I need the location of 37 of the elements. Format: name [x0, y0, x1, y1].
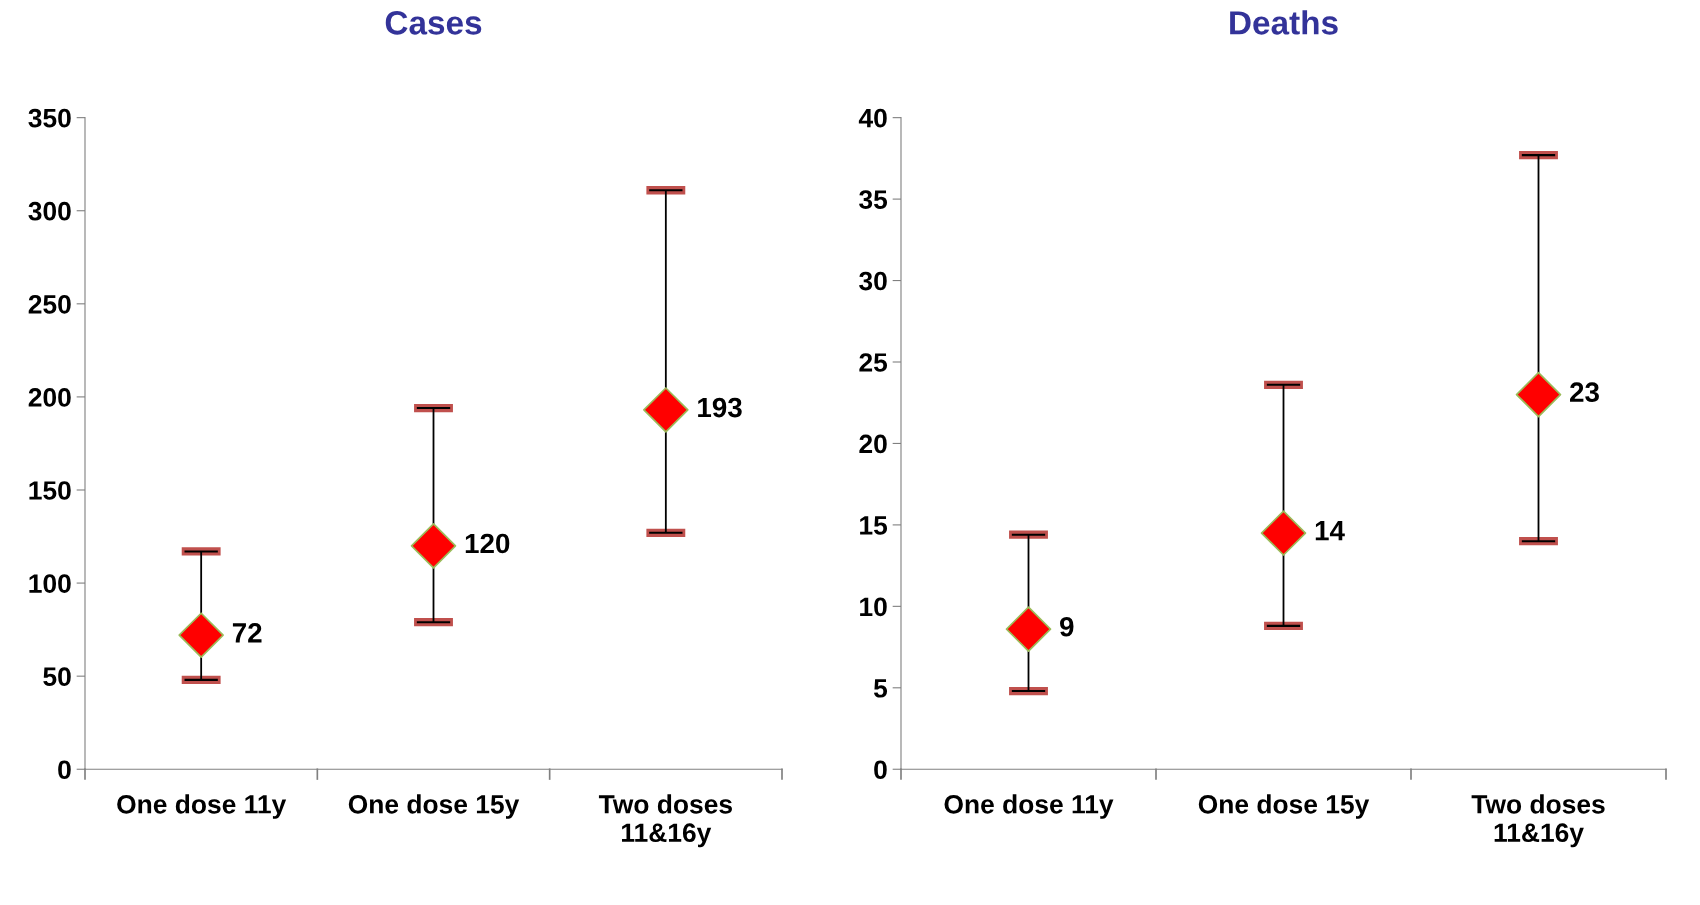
x-tick-label: One dose 11y — [944, 794, 1114, 819]
y-tick-label: 350 — [28, 108, 71, 128]
y-tick-label: 200 — [28, 388, 71, 407]
x-tick-label: One dose 15y — [348, 794, 520, 819]
y-tick-label: 35 — [859, 190, 888, 209]
y-tick-label: 0 — [58, 760, 71, 780]
point — [178, 612, 224, 659]
y-tick-label: 30 — [859, 271, 887, 291]
x-tick-label: Two doses 11&16y — [598, 794, 732, 848]
data-label: 14 — [1315, 521, 1345, 541]
data-label: 120 — [465, 533, 510, 554]
point — [1515, 371, 1562, 418]
y-tick-label: 250 — [28, 294, 71, 314]
y-tick-label: 20 — [859, 434, 887, 454]
point — [643, 387, 689, 433]
y-tick-label: 0 — [874, 760, 887, 780]
chart-title: Deaths — [1230, 10, 1338, 35]
x-tick-label: One dose 11y — [117, 794, 287, 819]
y-tick-label: 5 — [873, 679, 888, 698]
point — [410, 523, 457, 569]
x-tick-label: One dose 15y — [1198, 794, 1370, 819]
y-tick-label: 50 — [43, 667, 71, 686]
y-tick-label: 100 — [29, 574, 71, 593]
y-tick-label: 15 — [860, 516, 888, 535]
y-tick-label: 150 — [29, 481, 71, 500]
y-tick-label: 10 — [860, 597, 887, 617]
x-tick-label: Two doses 11&16y — [1471, 794, 1605, 848]
data-label: 9 — [1060, 616, 1074, 637]
y-tick-label: 300 — [28, 201, 71, 221]
y-tick-label: 40 — [858, 108, 887, 128]
data-label: 23 — [1570, 382, 1599, 403]
data-label: 72 — [232, 622, 262, 643]
point — [1005, 606, 1052, 652]
y-tick-label: 25 — [859, 353, 888, 372]
data-label: 193 — [698, 397, 742, 418]
chart-title: Cases — [385, 11, 482, 35]
point — [1260, 510, 1307, 556]
